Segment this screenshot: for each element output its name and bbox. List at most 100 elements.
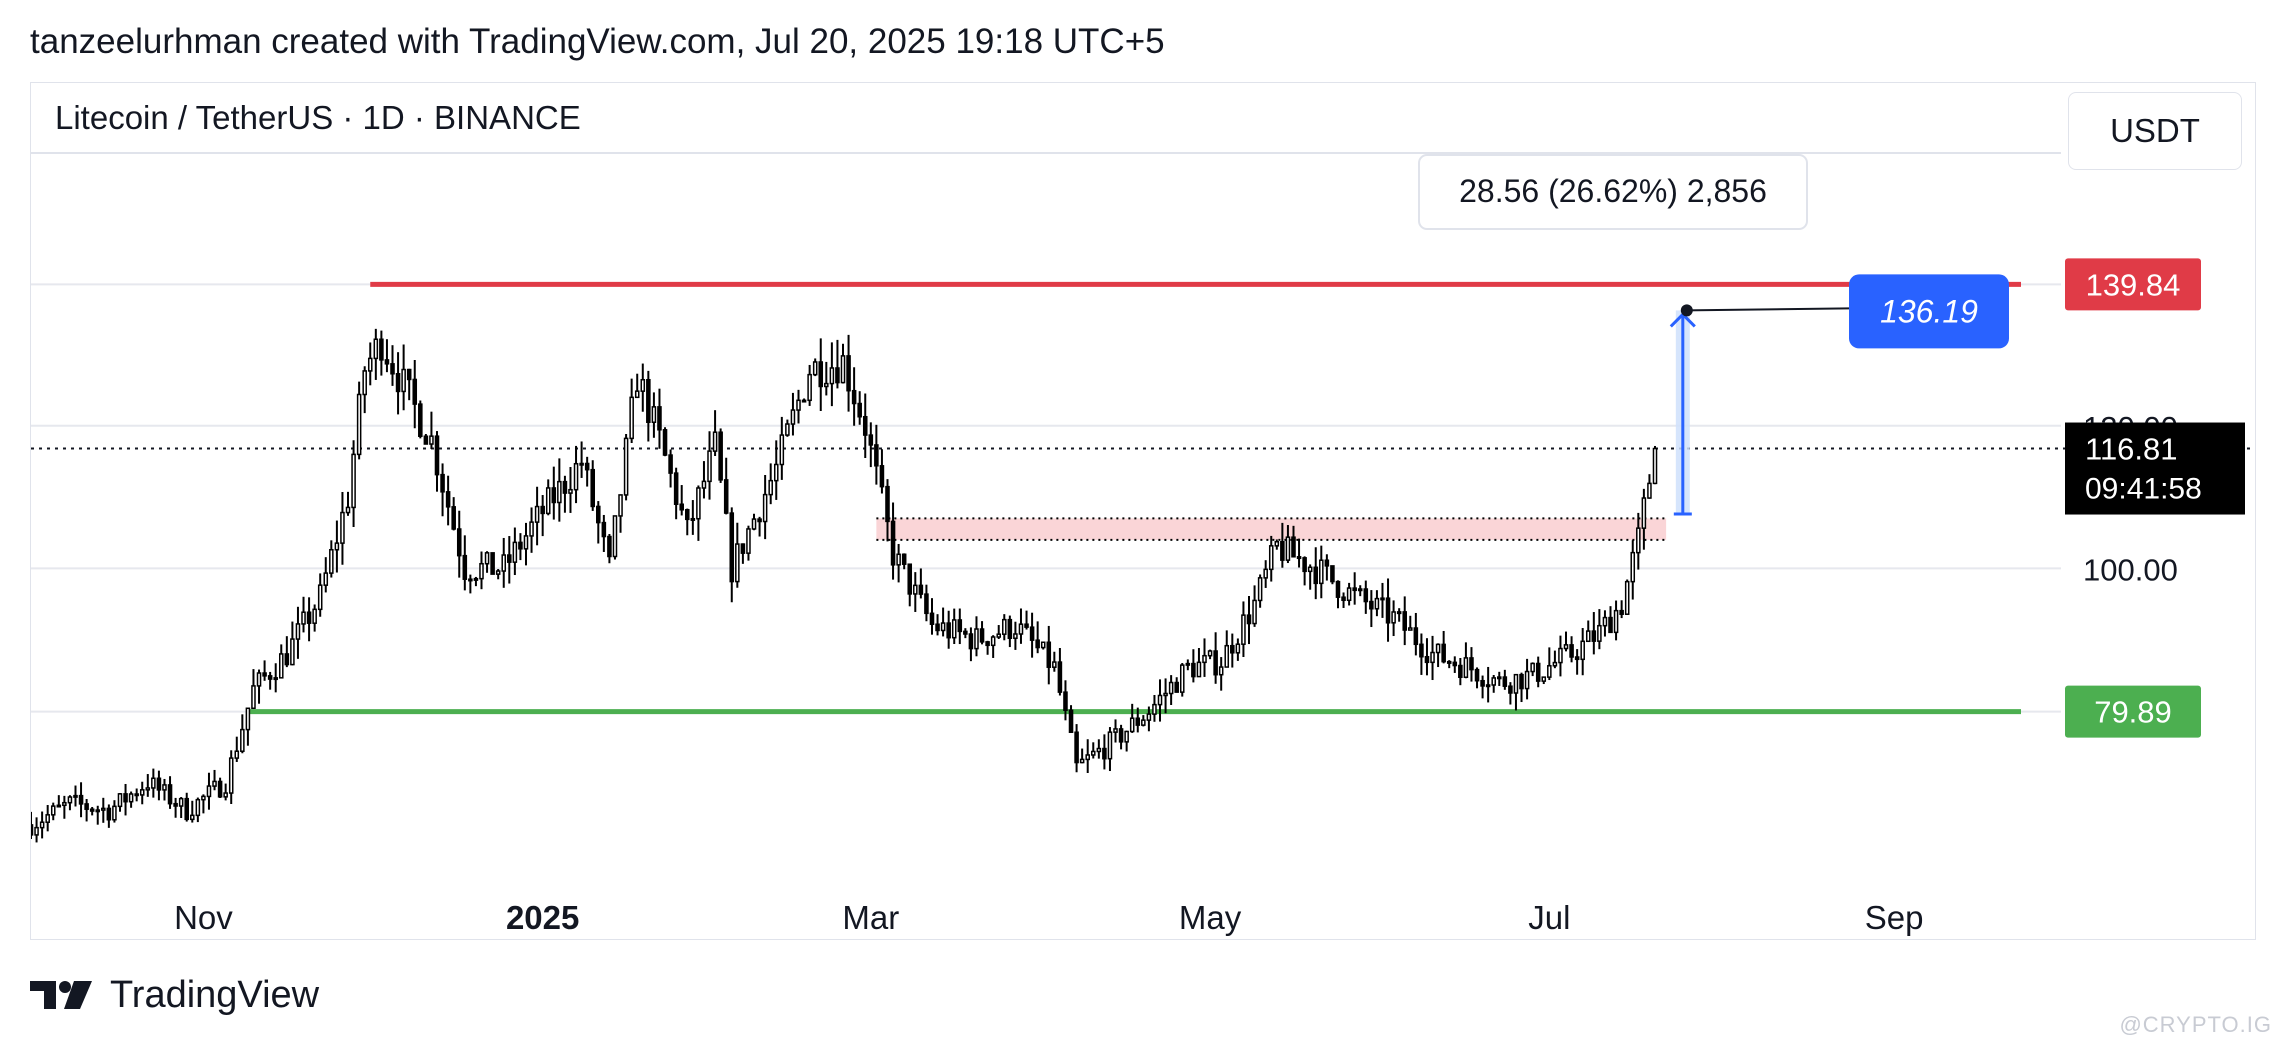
candle[interactable] bbox=[896, 543, 901, 583]
candle[interactable] bbox=[262, 660, 267, 681]
candle[interactable] bbox=[1352, 572, 1357, 605]
candle[interactable] bbox=[1374, 590, 1380, 617]
candle[interactable] bbox=[1597, 609, 1602, 650]
candle[interactable] bbox=[445, 475, 451, 526]
candle[interactable] bbox=[1474, 667, 1480, 689]
candle[interactable] bbox=[1563, 631, 1569, 652]
candle[interactable] bbox=[1218, 657, 1224, 691]
candle[interactable] bbox=[1496, 671, 1502, 686]
candle[interactable] bbox=[223, 783, 228, 801]
candle[interactable] bbox=[1196, 648, 1202, 678]
candle[interactable] bbox=[723, 457, 729, 515]
candle[interactable] bbox=[634, 373, 640, 399]
candle[interactable] bbox=[1246, 596, 1252, 645]
candle[interactable] bbox=[1252, 585, 1257, 627]
candle[interactable] bbox=[940, 607, 946, 637]
candle[interactable] bbox=[785, 419, 790, 437]
candle[interactable] bbox=[278, 644, 284, 679]
candle[interactable] bbox=[95, 805, 101, 825]
candle[interactable] bbox=[484, 551, 490, 573]
candle[interactable] bbox=[106, 804, 112, 828]
candle[interactable] bbox=[879, 449, 885, 494]
candle[interactable] bbox=[779, 416, 785, 480]
candle[interactable] bbox=[1029, 612, 1035, 658]
candle[interactable] bbox=[757, 516, 762, 537]
candle[interactable] bbox=[596, 501, 601, 544]
candle[interactable] bbox=[551, 466, 557, 520]
candle[interactable] bbox=[1296, 538, 1302, 568]
candle[interactable] bbox=[1335, 580, 1341, 609]
candle[interactable] bbox=[851, 367, 857, 426]
candle[interactable] bbox=[1647, 474, 1652, 499]
candle[interactable] bbox=[495, 569, 501, 580]
candle[interactable] bbox=[56, 795, 62, 808]
candle[interactable] bbox=[707, 431, 712, 500]
candle[interactable] bbox=[668, 449, 673, 488]
tradingview-label[interactable]: TradingView bbox=[110, 973, 320, 1016]
candle[interactable] bbox=[1435, 643, 1441, 668]
candle[interactable] bbox=[1013, 621, 1018, 650]
candle[interactable] bbox=[1274, 539, 1280, 550]
candle[interactable] bbox=[273, 663, 278, 693]
candle[interactable] bbox=[1630, 540, 1636, 600]
candle[interactable] bbox=[573, 445, 579, 504]
candle[interactable] bbox=[1018, 608, 1024, 644]
candle[interactable] bbox=[1291, 525, 1296, 558]
candle[interactable] bbox=[362, 366, 367, 414]
candle[interactable] bbox=[1302, 556, 1307, 586]
candle[interactable] bbox=[479, 551, 484, 590]
candle[interactable] bbox=[673, 467, 679, 520]
candle[interactable] bbox=[301, 596, 306, 633]
candle[interactable] bbox=[968, 627, 974, 662]
candle[interactable] bbox=[473, 576, 479, 587]
candle[interactable] bbox=[384, 339, 390, 373]
candle[interactable] bbox=[1118, 724, 1124, 750]
candle[interactable] bbox=[1585, 620, 1591, 643]
candle[interactable] bbox=[456, 510, 462, 578]
candle[interactable] bbox=[534, 486, 540, 546]
candle[interactable] bbox=[590, 460, 596, 511]
candle[interactable] bbox=[796, 389, 801, 424]
candle[interactable] bbox=[1124, 730, 1129, 752]
candle[interactable] bbox=[1035, 621, 1040, 654]
candle[interactable] bbox=[1324, 554, 1330, 581]
candle[interactable] bbox=[367, 342, 373, 386]
candle[interactable] bbox=[462, 535, 468, 591]
candle[interactable] bbox=[39, 811, 45, 839]
candle[interactable] bbox=[1207, 649, 1213, 660]
candle[interactable] bbox=[1469, 647, 1474, 682]
candle[interactable] bbox=[890, 502, 896, 580]
candle[interactable] bbox=[1636, 512, 1641, 570]
candle[interactable] bbox=[1202, 638, 1207, 677]
candle[interactable] bbox=[696, 485, 701, 541]
candle[interactable] bbox=[351, 440, 356, 528]
candle[interactable] bbox=[190, 800, 195, 823]
candle[interactable] bbox=[1419, 633, 1424, 675]
candle[interactable] bbox=[1319, 545, 1324, 599]
candle[interactable] bbox=[1135, 707, 1141, 733]
candle[interactable] bbox=[718, 428, 723, 483]
candle[interactable] bbox=[662, 427, 668, 457]
candle[interactable] bbox=[1235, 638, 1241, 661]
candle[interactable] bbox=[234, 736, 240, 762]
candle[interactable] bbox=[762, 475, 768, 540]
candle[interactable] bbox=[468, 574, 473, 594]
candle[interactable] bbox=[651, 392, 657, 438]
candle[interactable] bbox=[31, 811, 34, 839]
candle[interactable] bbox=[1424, 638, 1430, 676]
candle[interactable] bbox=[946, 610, 951, 649]
candle[interactable] bbox=[829, 342, 835, 407]
candle[interactable] bbox=[1380, 582, 1385, 618]
candle[interactable] bbox=[1480, 675, 1485, 699]
candle[interactable] bbox=[990, 635, 996, 658]
candle[interactable] bbox=[1313, 547, 1319, 600]
candle[interactable] bbox=[145, 774, 151, 797]
candle[interactable] bbox=[1007, 615, 1013, 648]
candle[interactable] bbox=[1068, 705, 1074, 733]
candle[interactable] bbox=[62, 795, 67, 819]
candle[interactable] bbox=[84, 799, 89, 822]
candle[interactable] bbox=[295, 606, 301, 659]
candle[interactable] bbox=[228, 750, 234, 805]
candle[interactable] bbox=[67, 795, 73, 811]
candle[interactable] bbox=[1524, 658, 1530, 700]
